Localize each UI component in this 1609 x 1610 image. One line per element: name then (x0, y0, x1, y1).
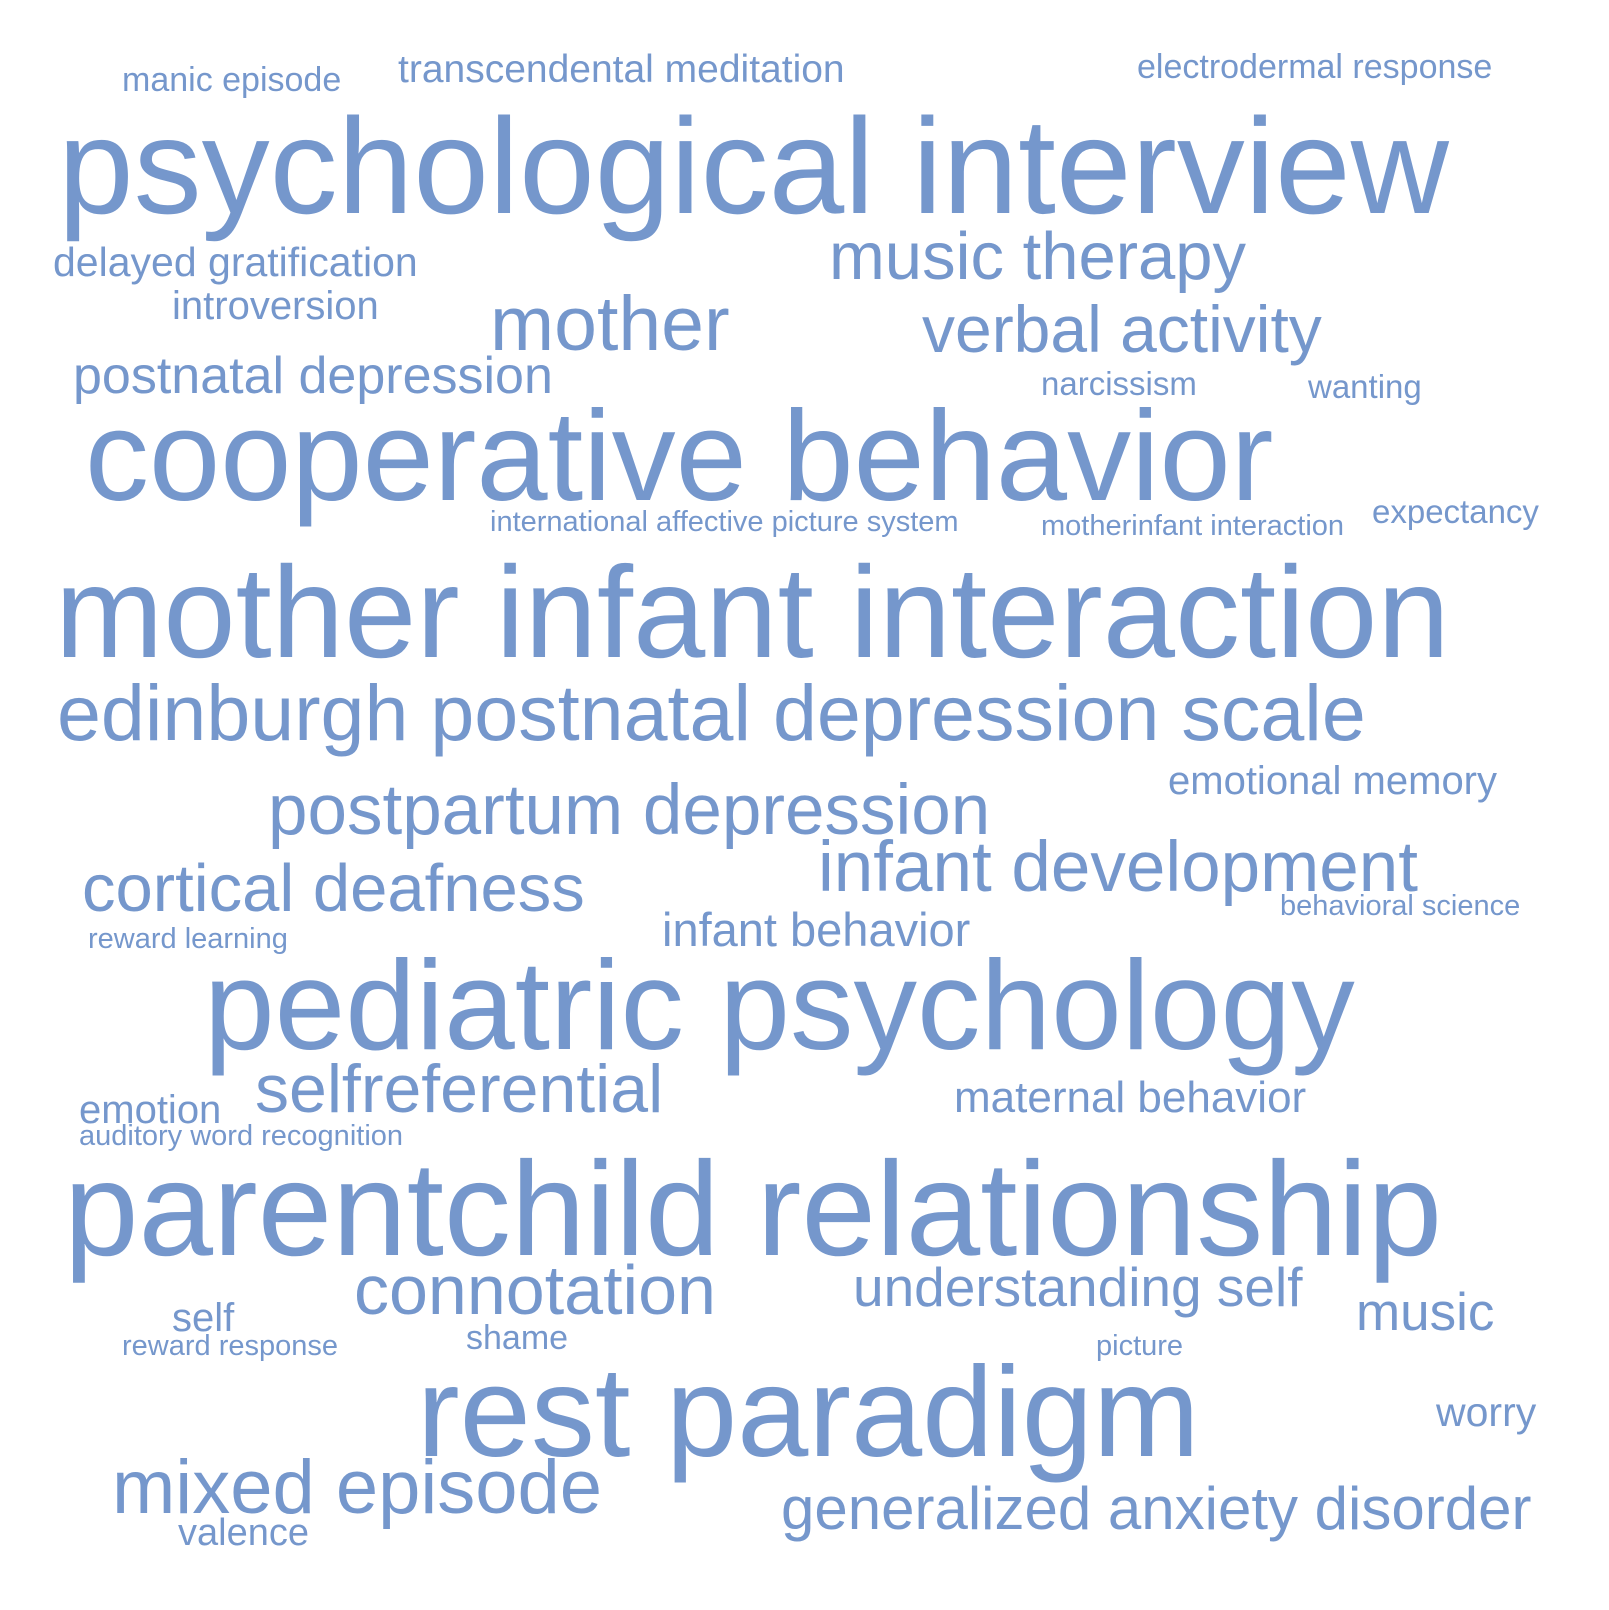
word-emotional-memory: emotional memory (1168, 759, 1498, 803)
word-manic-episode: manic episode (122, 61, 342, 99)
word-music: music (1356, 1283, 1495, 1342)
word-infant-behavior: infant behavior (662, 903, 971, 956)
word-verbal-activity: verbal activity (922, 292, 1322, 366)
word-reward-learning: reward learning (88, 923, 288, 955)
word-worry: worry (1436, 1389, 1537, 1435)
word-shame: shame (466, 1319, 569, 1357)
word-psychological-interview: psychological interview (58, 90, 1449, 242)
word-maternal-behavior: maternal behavior (954, 1073, 1307, 1122)
word-pediatric-psychology: pediatric psychology (204, 934, 1355, 1076)
word-mother-infant-interaction: mother infant interaction (55, 539, 1450, 685)
word-mixed-episode: mixed episode (112, 1445, 603, 1530)
word-edinburgh-postnatal-depression-scale: edinburgh postnatal depression scale (57, 668, 1366, 757)
word-self: self (172, 1296, 235, 1340)
word-postnatal-depression: postnatal depression (73, 347, 553, 405)
word-selfreferential: selfreferential (255, 1051, 664, 1127)
word-behavioral-science: behavioral science (1280, 890, 1521, 922)
word-introversion: introversion (172, 284, 379, 328)
word-delayed-gratification: delayed gratification (53, 239, 418, 285)
word-picture: picture (1096, 1330, 1184, 1362)
word-international-affective-picture-system: international affective picture system (490, 506, 959, 538)
word-cooperative-behavior: cooperative behavior (85, 385, 1274, 528)
word-generalized-anxiety-disorder: generalized anxiety disorder (781, 1475, 1532, 1542)
word-reward-response: reward response (122, 1330, 338, 1362)
word-understanding-self: understanding self (853, 1256, 1303, 1318)
word-transcendental-meditation: transcendental meditation (398, 48, 845, 91)
word-motherinfant-interaction: motherinfant interaction (1041, 510, 1345, 542)
word-infant-development: infant development (818, 828, 1418, 907)
word-narcissism: narcissism (1041, 365, 1197, 402)
word-cortical-deafness: cortical deafness (82, 851, 585, 926)
word-rest-paradigm: rest paradigm (417, 1341, 1200, 1484)
word-electrodermal-response: electrodermal response (1137, 48, 1493, 86)
word-auditory-word-recognition: auditory word recognition (79, 1120, 404, 1152)
word-expectancy: expectancy (1372, 493, 1539, 530)
word-postpartum-depression: postpartum depression (268, 771, 991, 850)
word-music-therapy: music therapy (829, 219, 1247, 294)
word-emotion: emotion (79, 1088, 222, 1132)
word-valence: valence (178, 1512, 309, 1554)
word-wanting: wanting (1308, 368, 1422, 405)
word-connotation: connotation (354, 1251, 716, 1329)
word-parentchild-relationship: parentchild relationship (64, 1135, 1443, 1284)
word-mother: mother (490, 281, 730, 367)
